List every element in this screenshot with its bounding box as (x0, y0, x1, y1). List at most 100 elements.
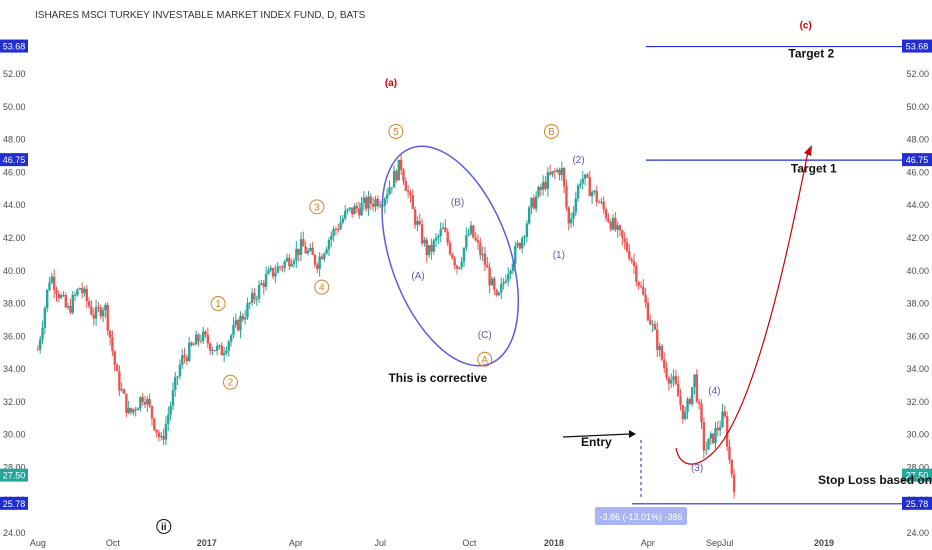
candle-body (495, 289, 498, 296)
candle-body (143, 402, 147, 405)
right-tick-label: 48.00 (906, 135, 929, 145)
candle-body (637, 282, 640, 286)
candle-body (337, 228, 340, 230)
candle-body (395, 170, 398, 181)
candle-body (167, 414, 170, 424)
left-price-box-label: 25.78 (3, 499, 26, 509)
candle-body (362, 197, 366, 203)
candle-body (360, 202, 363, 216)
candle-body (667, 377, 671, 384)
candle-body (332, 228, 335, 236)
wave-label: (a) (385, 78, 397, 89)
left-tick-label: 28.00 (3, 462, 26, 472)
candle-body (78, 288, 81, 290)
candle-body (306, 250, 310, 254)
candle-body (607, 218, 610, 222)
candle-body (656, 329, 659, 351)
wave-label: (1) (553, 250, 565, 261)
time-tick-label: Sep (706, 538, 722, 548)
candle-body (437, 236, 440, 238)
right-tick-label: 46.00 (906, 167, 929, 177)
candle-body (399, 159, 403, 170)
candle-body (311, 247, 314, 255)
time-tick-label: 2018 (544, 538, 564, 548)
candle-body (199, 340, 203, 342)
left-price-box (0, 496, 28, 510)
candle-body (341, 218, 345, 223)
candle-body (92, 314, 95, 319)
right-tick-label: 24.00 (906, 528, 929, 538)
candle-body (434, 237, 438, 241)
left-price-box-label: 46.75 (3, 155, 26, 165)
candle-body (562, 168, 566, 187)
candle-body (278, 266, 282, 268)
left-price-box-label: 53.68 (3, 42, 26, 52)
candle-body (134, 409, 137, 411)
candle-body (146, 399, 149, 405)
candle-body (85, 288, 88, 302)
candle-body (574, 198, 577, 213)
candle-body (672, 376, 675, 380)
candle-body (318, 256, 321, 269)
candle-body (160, 436, 163, 438)
candle-body (327, 239, 331, 250)
candle-body (76, 289, 79, 295)
candle-body (241, 316, 244, 320)
candle-body (711, 433, 715, 444)
candle-body (460, 261, 463, 268)
left-tick-label: 48.00 (3, 135, 26, 145)
candle-body (616, 225, 619, 230)
candle-body (330, 235, 333, 240)
candle-body (376, 198, 380, 207)
candle-body (602, 201, 605, 210)
candlestick-series (36, 155, 736, 499)
chart-note: Target 2 (788, 47, 834, 61)
candle-body (339, 222, 342, 230)
right-price-box (902, 39, 932, 53)
candle-body (222, 352, 226, 356)
candle-body (267, 270, 270, 274)
candle-body (732, 474, 736, 492)
wave-label: B (548, 127, 555, 138)
candle-body (688, 399, 692, 404)
candle-body (432, 240, 435, 252)
candle-body (369, 196, 373, 204)
candle-body (528, 207, 531, 224)
candle-body (129, 407, 133, 413)
candle-body (700, 403, 703, 423)
candle-body (530, 197, 533, 208)
candle-body (83, 288, 86, 294)
candle-body (344, 210, 347, 219)
candle-body (716, 427, 720, 431)
candle-body (502, 282, 505, 285)
candle-body (423, 239, 426, 244)
candle-body (80, 288, 84, 294)
wave-label: ii (161, 522, 167, 533)
candle-body (481, 253, 484, 256)
candle-body (390, 187, 394, 189)
candle-body (448, 242, 452, 254)
last-price-label-left: 27.50 (3, 471, 26, 481)
candle-body (660, 345, 664, 360)
candle-body (104, 304, 107, 311)
left-tick-label: 24.00 (3, 528, 26, 538)
candle-body (565, 186, 568, 208)
left-tick-label: 34.00 (3, 364, 26, 374)
candle-body (653, 324, 657, 330)
candle-body (66, 305, 70, 308)
candle-body (232, 324, 235, 336)
candle-body (325, 249, 328, 254)
candle-body (313, 254, 317, 265)
candle-body (213, 350, 217, 352)
candle-body (113, 351, 116, 365)
chart-title: ISHARES MSCI TURKEY INVESTABLE MARKET IN… (35, 10, 366, 21)
wave-label-circle (543, 123, 559, 139)
candle-body (595, 190, 598, 202)
candle-body (483, 253, 487, 265)
right-tick-label: 52.00 (906, 69, 929, 79)
candle-body (474, 237, 477, 241)
candle-body (623, 238, 626, 242)
candle-body (174, 376, 177, 390)
time-tick-label: Jul (722, 538, 734, 548)
